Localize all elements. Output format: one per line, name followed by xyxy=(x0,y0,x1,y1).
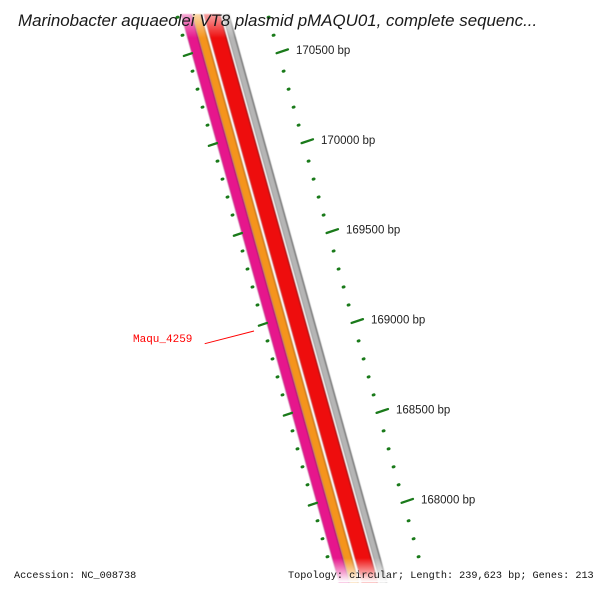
svg-text:169500 bp: 169500 bp xyxy=(346,225,400,237)
svg-text:168000 bp: 168000 bp xyxy=(421,494,475,506)
svg-text:168500 bp: 168500 bp xyxy=(396,405,450,417)
svg-text:170500 bp: 170500 bp xyxy=(296,45,350,57)
svg-text:170000 bp: 170000 bp xyxy=(321,135,375,147)
svg-text:169000 bp: 169000 bp xyxy=(371,315,425,327)
